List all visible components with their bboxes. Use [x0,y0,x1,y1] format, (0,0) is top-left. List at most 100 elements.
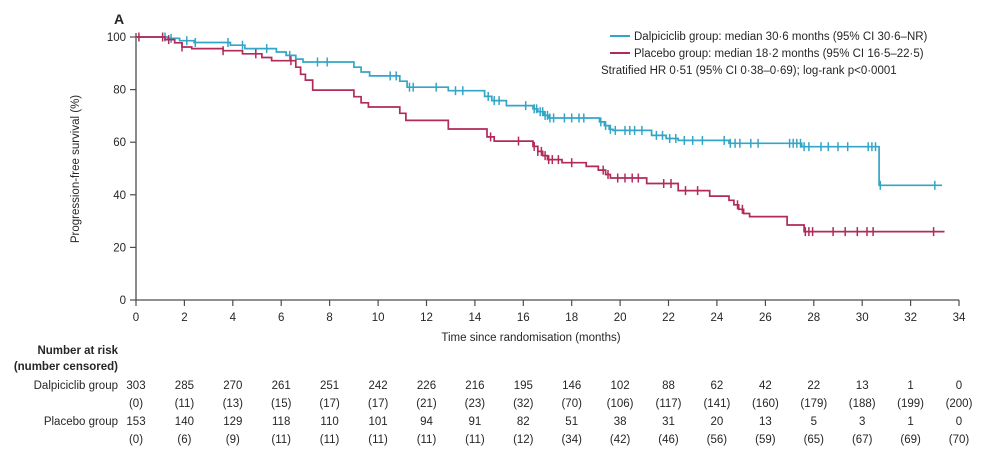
x-tick-label: 30 [856,312,869,324]
risk-value-placebo-group: 153 [126,416,145,428]
censored-value-dalpiciclib-group: (17) [368,398,389,410]
censored-value-placebo-group: (6) [177,434,191,446]
risk-value-placebo-group: 94 [420,416,433,428]
risk-value-placebo-group: 38 [614,416,627,428]
censored-value-dalpiciclib-group: (32) [513,398,534,410]
x-tick-label: 20 [614,312,627,324]
risk-value-dalpiciclib-group: 242 [369,380,388,392]
censored-value-placebo-group: (11) [465,434,485,446]
legend-stratified-hr-note: Stratified HR 0·51 (95% CI 0·38–0·69); l… [601,65,897,77]
y-axis-title: Progression-free survival (%) [70,95,82,243]
risk-value-dalpiciclib-group: 42 [759,380,772,392]
risk-value-placebo-group: 31 [662,416,675,428]
censored-value-dalpiciclib-group: (106) [607,398,634,410]
censored-value-dalpiciclib-group: (70) [561,398,582,410]
censored-value-placebo-group: (11) [368,434,388,446]
censored-value-dalpiciclib-group: (23) [465,398,486,410]
risk-value-dalpiciclib-group: 22 [807,380,820,392]
censored-value-dalpiciclib-group: (200) [946,398,973,410]
risk-value-placebo-group: 3 [859,416,865,428]
panel-label: A [114,11,124,27]
x-tick-label: 28 [807,312,820,324]
censored-value-placebo-group: (65) [804,434,825,446]
risk-value-placebo-group: 140 [175,416,194,428]
x-tick-label: 0 [133,312,139,324]
y-tick-label: 60 [113,137,126,149]
censored-value-placebo-group: (11) [417,434,437,446]
risk-table-subtitle: (number censored) [14,361,118,373]
x-tick-label: 2 [181,312,187,324]
risk-value-placebo-group: 82 [517,416,530,428]
x-tick-label: 18 [565,312,578,324]
y-tick-label: 80 [113,85,126,97]
risk-value-dalpiciclib-group: 102 [611,380,630,392]
survival-curves [136,32,945,237]
risk-value-placebo-group: 118 [272,416,290,428]
censored-value-dalpiciclib-group: (179) [800,398,827,410]
censored-value-dalpiciclib-group: (141) [703,398,730,410]
censored-value-dalpiciclib-group: (0) [129,398,143,410]
risk-value-placebo-group: 110 [320,416,338,428]
x-tick-label: 14 [469,312,482,324]
risk-value-dalpiciclib-group: 195 [514,380,533,392]
risk-value-placebo-group: 1 [907,416,913,428]
risk-row-label-dalpiciclib: Dalpiciclib group [34,380,118,392]
risk-value-dalpiciclib-group: 226 [417,380,436,392]
y-tick-label: 20 [113,242,126,254]
censored-value-placebo-group: (11) [271,434,291,446]
risk-value-dalpiciclib-group: 0 [956,380,962,392]
risk-value-placebo-group: 129 [223,416,242,428]
risk-value-dalpiciclib-group: 62 [711,380,724,392]
censored-value-placebo-group: (0) [129,434,143,446]
x-axis-title: Time since randomisation (months) [441,332,620,344]
x-tick-label: 34 [953,312,966,324]
censored-value-placebo-group: (56) [707,434,728,446]
x-tick-label: 26 [759,312,772,324]
censored-value-placebo-group: (46) [658,434,679,446]
censored-value-dalpiciclib-group: (199) [897,398,924,410]
risk-table-title: Number at risk [37,345,118,357]
censored-value-dalpiciclib-group: (13) [223,398,244,410]
legend-label-dalpiciclib: Dalpiciclib group: median 30·6 months (9… [634,31,928,43]
x-tick-label: 16 [517,312,530,324]
censored-value-dalpiciclib-group: (160) [752,398,779,410]
censored-value-placebo-group: (59) [755,434,776,446]
x-tick-label: 4 [230,312,237,324]
risk-value-dalpiciclib-group: 285 [175,380,194,392]
censored-value-placebo-group: (34) [561,434,582,446]
x-tick-label: 24 [711,312,724,324]
censored-value-dalpiciclib-group: (117) [656,398,682,410]
x-tick-label: 6 [278,312,284,324]
censored-value-dalpiciclib-group: (11) [175,398,195,410]
risk-value-dalpiciclib-group: 261 [272,380,291,392]
risk-table: Number at risk (number censored) Dalpici… [14,345,973,446]
risk-value-placebo-group: 5 [811,416,817,428]
risk-value-dalpiciclib-group: 146 [562,380,581,392]
y-tick-label: 100 [107,32,126,44]
risk-row-label-placebo: Placebo group [44,416,118,428]
risk-value-dalpiciclib-group: 303 [126,380,145,392]
censored-value-placebo-group: (42) [610,434,631,446]
risk-value-placebo-group: 13 [759,416,772,428]
censored-value-placebo-group: (70) [949,434,970,446]
y-tick-label: 40 [113,190,126,202]
x-tick-label: 32 [904,312,917,324]
risk-table-values: 303 (0) 285 (11) 270 (13) 261 (15) 251 (17) 242 (17… [126,380,972,446]
censored-value-placebo-group: (12) [513,434,534,446]
censored-value-dalpiciclib-group: (15) [271,398,292,410]
risk-value-placebo-group: 0 [956,416,962,428]
censored-value-placebo-group: (9) [226,434,240,446]
km-curve-placebo-group [136,36,945,233]
x-tick-label: 10 [372,312,385,324]
x-tick-label: 12 [420,312,433,324]
y-tick-label: 0 [120,295,126,307]
risk-value-dalpiciclib-group: 216 [465,380,484,392]
risk-value-dalpiciclib-group: 13 [856,380,869,392]
legend: Dalpiciclib group: median 30·6 months (9… [601,31,928,77]
censored-value-dalpiciclib-group: (21) [416,398,437,410]
risk-value-dalpiciclib-group: 88 [662,380,675,392]
censored-value-dalpiciclib-group: (17) [319,398,340,410]
censored-value-placebo-group: (67) [852,434,873,446]
